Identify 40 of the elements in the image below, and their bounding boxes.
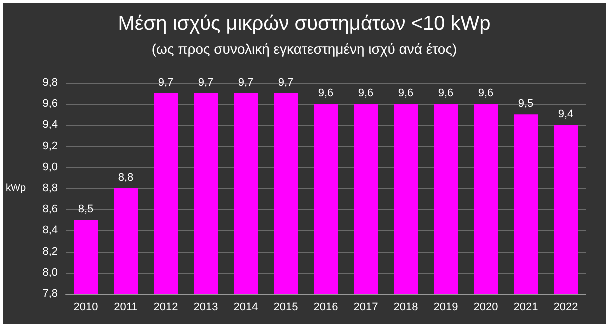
data-label: 9,5 — [518, 98, 534, 110]
x-tick-label: 2020 — [474, 302, 498, 314]
y-tick-label: 9,2 — [42, 140, 58, 152]
y-tick-label: 9,4 — [42, 119, 58, 132]
x-tick-label: 2022 — [554, 302, 578, 314]
y-tick-label: 8,0 — [42, 266, 58, 279]
data-label: 9,7 — [238, 77, 254, 90]
y-tick-label: 8,8 — [42, 182, 58, 194]
y-tick-label: 9,6 — [42, 98, 58, 110]
x-tick-label: 2018 — [394, 302, 418, 314]
x-tick-label: 2021 — [514, 302, 538, 314]
data-label: 9,7 — [278, 77, 294, 90]
data-label: 9,6 — [438, 88, 454, 100]
y-tick-label: 7,8 — [42, 288, 58, 300]
data-label: 9,6 — [398, 88, 414, 100]
data-label: 8,8 — [118, 172, 134, 184]
data-label: 9,6 — [478, 88, 494, 100]
y-tick-label: 8,2 — [42, 246, 58, 258]
y-tick-label: 8,6 — [42, 204, 58, 216]
x-tick-label: 2019 — [434, 302, 458, 314]
chart-subtitle: (ως προς συνολική εγκατεστημένη ισχύ ανά έτος) — [152, 41, 458, 57]
x-tick-label: 2013 — [194, 302, 218, 314]
chart-title: Μέση ισχύς μικρών συστημάτων <10 kWp — [118, 13, 491, 35]
data-label: 9,6 — [358, 88, 374, 100]
data-label: 8,5 — [78, 204, 94, 216]
data-label: 9,7 — [198, 77, 214, 90]
data-label: 9,7 — [158, 77, 174, 90]
x-tick-label: 2016 — [314, 302, 338, 314]
data-label: 9,4 — [558, 108, 574, 121]
x-tick-label: 2012 — [154, 302, 178, 314]
x-tick-label: 2017 — [354, 302, 378, 314]
x-tick-label: 2011 — [114, 302, 138, 314]
y-tick-label: 9,0 — [42, 161, 58, 174]
x-tick-label: 2010 — [74, 302, 98, 314]
x-tick-label: 2014 — [234, 302, 258, 314]
y-tick-label: 9,8 — [42, 77, 58, 89]
y-tick-label: 8,4 — [42, 224, 58, 237]
data-label: 9,6 — [318, 88, 334, 100]
y-axis-title: kWp — [6, 183, 26, 194]
x-tick-label: 2015 — [274, 302, 298, 314]
